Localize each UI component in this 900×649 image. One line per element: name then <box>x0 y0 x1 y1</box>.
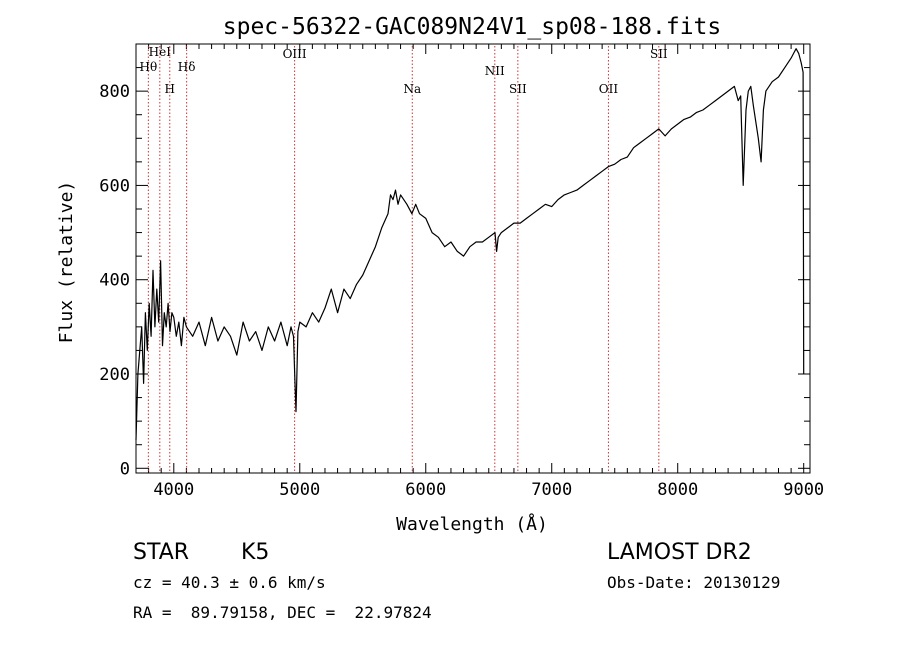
spectral-line-label: Hθ <box>139 60 157 74</box>
spectrum-line <box>135 48 805 441</box>
spectral-line-label: H <box>165 82 175 96</box>
x-tick-label: 7000 <box>531 480 572 500</box>
chart-title: spec-56322-GAC089N24V1_sp08-188.fits <box>223 14 722 40</box>
spectral-line-label: SII <box>509 82 527 96</box>
spectral-line-label: HeI <box>149 45 172 59</box>
spectral-line-label: OII <box>599 82 619 96</box>
plot-area: 4000 5000 6000 7000 8000 90000200400600800HθH… <box>99 43 824 500</box>
redshift-cz: cz = 40.3 ± 0.6 km/s <box>133 573 326 592</box>
y-tick-label: 600 <box>99 176 130 196</box>
observation-date: Obs-Date: 20130129 <box>607 573 781 592</box>
y-tick-label: 200 <box>99 365 130 385</box>
spectral-line-label: SII <box>650 47 668 61</box>
x-tick-label: 6000 <box>405 480 446 500</box>
x-tick-label: 5000 <box>279 480 320 500</box>
x-tick-label: 8000 <box>657 480 698 500</box>
y-axis-label: Flux (relative) <box>56 181 77 344</box>
x-axis-label: Wavelength (Å) <box>396 513 548 535</box>
y-tick-label: 400 <box>99 271 130 291</box>
spectral-line-label: Hδ <box>178 60 196 74</box>
spectral-line-label: OIII <box>283 47 307 61</box>
x-tick-label: 9000 <box>783 480 824 500</box>
survey-name: LAMOST DR2 <box>607 540 752 565</box>
spectral-class: STAR <box>133 540 190 565</box>
y-tick-label: 800 <box>99 82 130 102</box>
x-tick-label: 4000 <box>153 480 194 500</box>
spectral-line-label: Na <box>403 82 421 96</box>
plot-frame <box>135 43 811 474</box>
y-tick-label: 0 <box>120 459 130 479</box>
spectral-line-label: NII <box>485 64 505 78</box>
coordinates: RA = 89.79158, DEC = 22.97824 <box>133 603 432 622</box>
spectral-subclass: K5 <box>241 540 270 565</box>
